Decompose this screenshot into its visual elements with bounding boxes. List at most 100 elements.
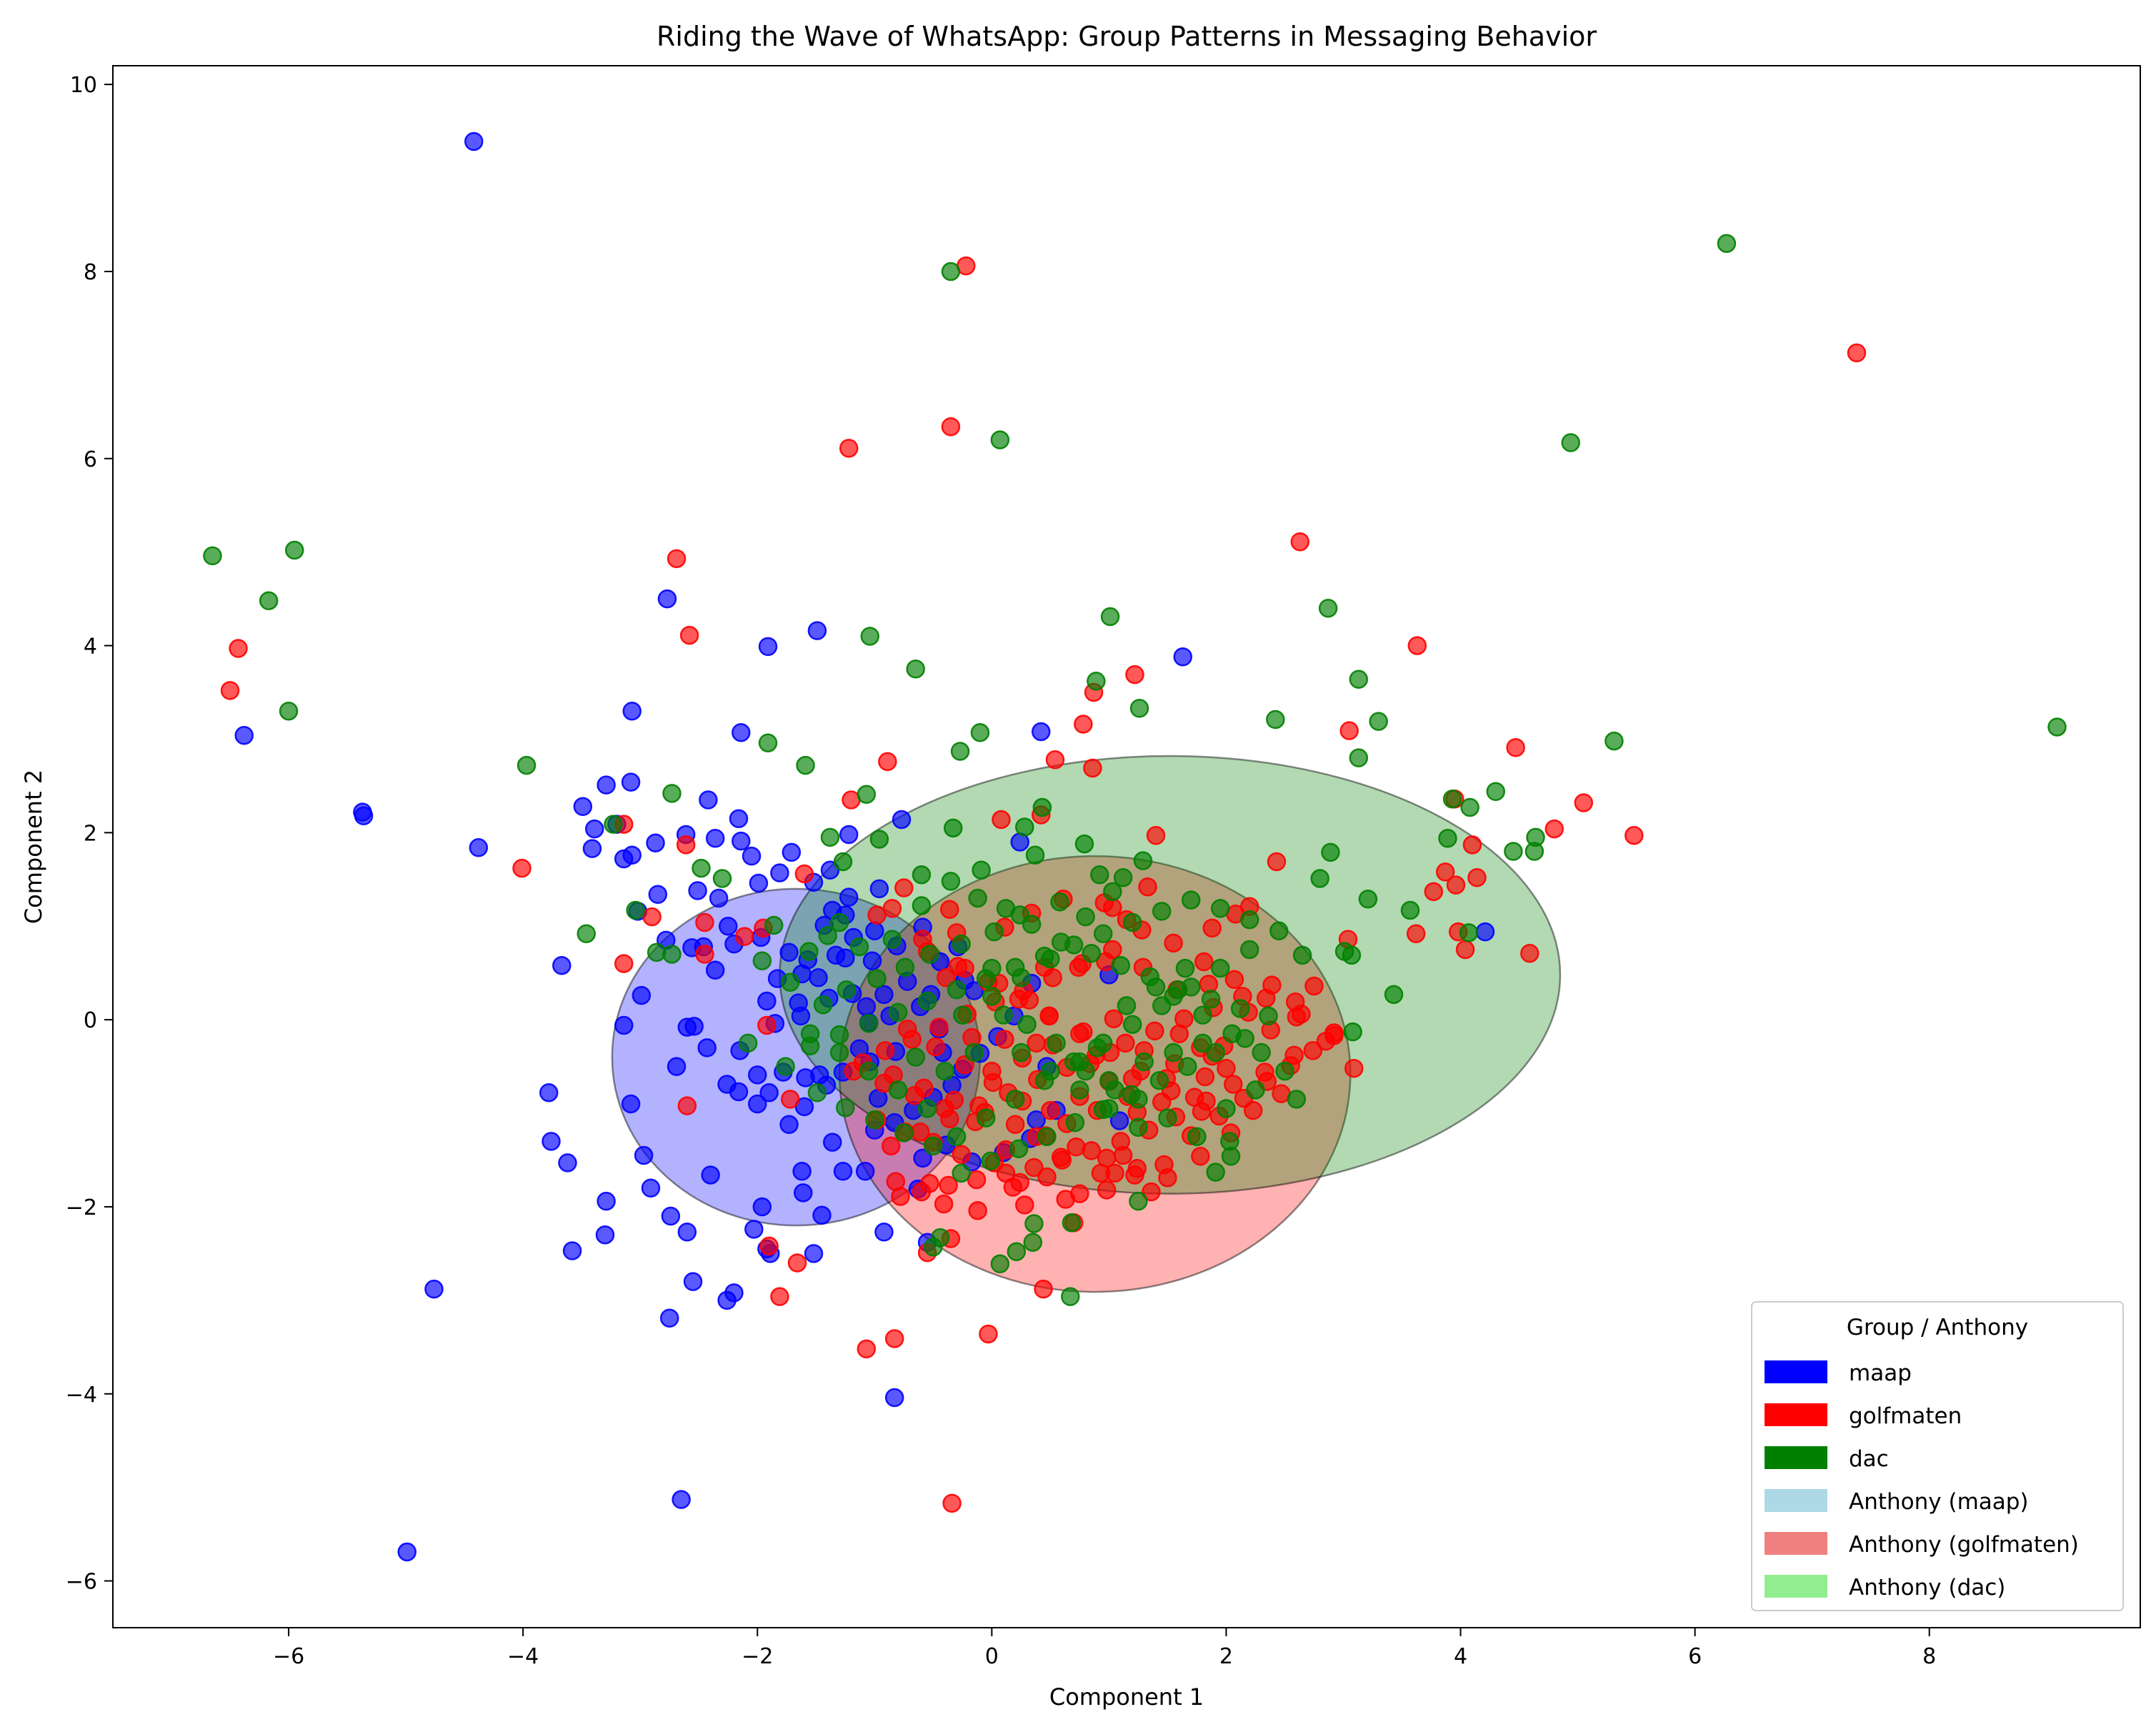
point-dac xyxy=(1012,1042,1031,1062)
point-maap xyxy=(614,1015,634,1035)
point-maap xyxy=(464,131,484,151)
point-dac xyxy=(917,1099,937,1118)
point-maap xyxy=(621,1094,641,1114)
point-golfmaten xyxy=(878,752,897,772)
point-dac xyxy=(981,1151,1000,1171)
point-dac xyxy=(833,852,853,872)
point-dac xyxy=(1129,699,1149,718)
point-maap xyxy=(807,621,827,640)
point-golfmaten xyxy=(512,858,531,878)
point-golfmaten xyxy=(1037,1167,1057,1187)
point-maap xyxy=(657,589,677,609)
point-maap xyxy=(688,881,707,900)
point-golfmaten xyxy=(1041,1100,1060,1120)
point-maap xyxy=(742,846,762,866)
point-dac xyxy=(906,660,925,679)
point-maap xyxy=(758,637,778,657)
point-dac xyxy=(1146,977,1166,997)
point-maap xyxy=(792,1161,812,1181)
legend-swatch xyxy=(1765,1360,1827,1383)
point-dac xyxy=(1152,902,1172,921)
point-dac xyxy=(1217,1099,1236,1118)
point-golfmaten xyxy=(679,625,699,645)
point-golfmaten xyxy=(1009,990,1029,1009)
x-tick-label: −6 xyxy=(273,1644,304,1669)
point-dac xyxy=(1082,943,1102,963)
point-dac xyxy=(1349,748,1369,767)
point-dac xyxy=(820,827,840,847)
point-dac xyxy=(1369,712,1388,731)
point-maap xyxy=(809,968,828,987)
point-maap xyxy=(552,955,572,975)
point-dac xyxy=(829,1025,849,1045)
point-maap xyxy=(701,1165,720,1185)
point-dac xyxy=(1129,1090,1148,1109)
point-maap xyxy=(744,1220,764,1239)
point-golfmaten xyxy=(992,810,1011,830)
point-dac xyxy=(1175,958,1195,978)
point-dac xyxy=(1275,1061,1294,1081)
point-dac xyxy=(1103,882,1122,902)
point-maap xyxy=(539,1083,559,1103)
legend-title: Group / Anthony xyxy=(1847,1315,2028,1340)
point-dac xyxy=(1206,1042,1225,1062)
point-dac xyxy=(1076,1061,1095,1081)
point-maap xyxy=(1109,1111,1129,1130)
point-golfmaten xyxy=(904,1085,924,1105)
point-dac xyxy=(1009,1139,1029,1159)
point-dac xyxy=(1061,1287,1080,1306)
point-golfmaten xyxy=(1344,1058,1364,1078)
point-dac xyxy=(829,912,849,932)
point-golfmaten xyxy=(614,954,634,973)
point-maap xyxy=(582,839,602,858)
point-maap xyxy=(770,863,789,882)
point-golfmaten xyxy=(940,1109,959,1129)
point-maap xyxy=(779,1115,799,1135)
point-maap xyxy=(759,1083,779,1103)
point-maap xyxy=(634,1145,654,1165)
point-golfmaten xyxy=(794,864,814,884)
point-maap xyxy=(779,942,799,962)
point-dac xyxy=(982,958,1002,978)
x-tick-label: 4 xyxy=(1454,1644,1467,1669)
point-dac xyxy=(1087,1038,1107,1057)
point-dac xyxy=(1047,1033,1066,1053)
point-dac xyxy=(516,755,536,775)
point-dac xyxy=(984,922,1004,942)
point-golfmaten xyxy=(667,549,687,569)
point-dac xyxy=(1105,1080,1124,1100)
point-dac xyxy=(1239,940,1259,960)
point-maap xyxy=(793,1183,813,1203)
point-golfmaten xyxy=(934,1194,954,1214)
point-maap xyxy=(812,1205,832,1225)
x-tick-label: 6 xyxy=(1688,1644,1702,1669)
point-maap xyxy=(469,838,489,857)
point-golfmaten xyxy=(1152,1093,1172,1112)
point-maap xyxy=(677,1223,697,1242)
point-golfmaten xyxy=(1435,862,1455,882)
point-dac xyxy=(1246,1080,1265,1100)
point-golfmaten xyxy=(1142,1182,1161,1202)
legend-box xyxy=(1751,1301,2124,1611)
point-golfmaten xyxy=(882,899,902,918)
point-golfmaten xyxy=(770,1287,789,1306)
point-golfmaten xyxy=(676,835,696,855)
y-tick-label: 6 xyxy=(84,447,97,472)
point-golfmaten xyxy=(1083,758,1102,778)
x-tick-label: −2 xyxy=(742,1644,773,1669)
point-dac xyxy=(1438,828,1457,848)
point-dac xyxy=(259,591,279,610)
point-golfmaten xyxy=(1292,1005,1311,1024)
point-maap xyxy=(622,701,642,721)
point-golfmaten xyxy=(940,900,959,919)
point-golfmaten xyxy=(695,945,714,964)
point-golfmaten xyxy=(1574,793,1594,812)
points-layer xyxy=(203,131,2067,1562)
point-dac xyxy=(1178,1057,1197,1076)
point-dac xyxy=(970,723,990,742)
point-maap xyxy=(913,1148,932,1168)
legend-swatch xyxy=(1765,1532,1827,1555)
point-dac xyxy=(894,1123,914,1143)
point-dac xyxy=(869,830,889,849)
